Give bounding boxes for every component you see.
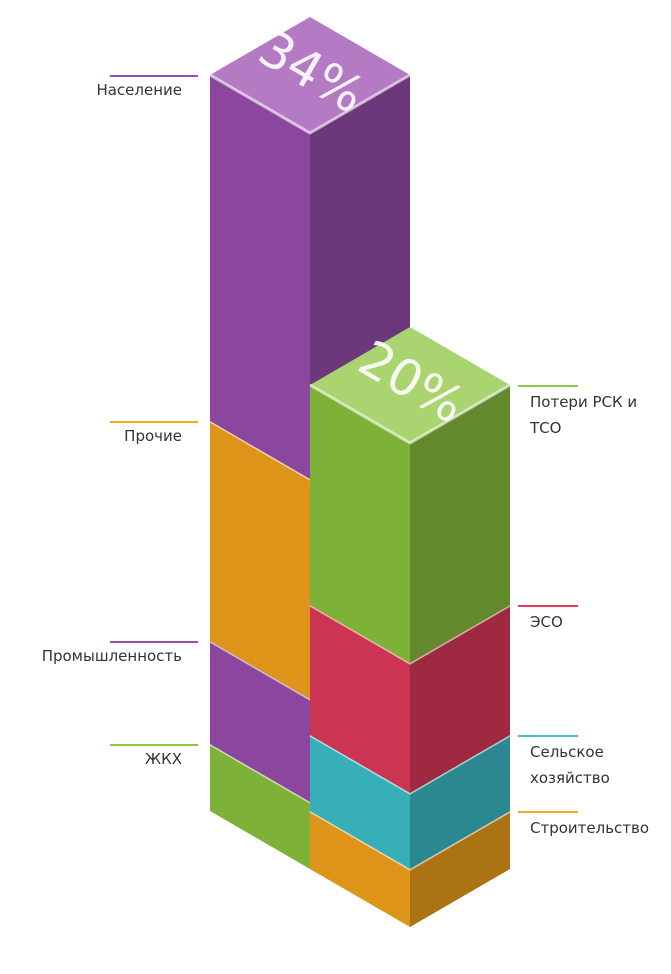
label-rule [110, 641, 198, 643]
label-rule [518, 605, 578, 607]
top-edge [309, 383, 511, 445]
category-label: Потери РСК и ТСО [530, 393, 638, 437]
left-face-shade [310, 385, 410, 663]
left-face-shade [310, 605, 410, 793]
right-face-shade [410, 735, 510, 869]
category-label: Промышленность [41, 647, 182, 665]
label-rule [110, 744, 198, 746]
left-face-shade [310, 811, 410, 927]
right-face-shade [410, 811, 510, 927]
left-face-shade [210, 421, 310, 699]
left-face-shade [210, 641, 310, 802]
left-face [210, 75, 310, 479]
left-face [210, 421, 310, 699]
right-face [410, 735, 510, 869]
left-face [210, 641, 310, 802]
left-face-shade [210, 744, 310, 869]
right-face-shade [410, 605, 510, 793]
left-face-shade [310, 735, 410, 869]
top-edge [209, 73, 411, 135]
category-label: ЖКХ [144, 750, 182, 768]
left-face-shade [210, 75, 310, 479]
right-face-shade [410, 385, 510, 663]
left-face [310, 605, 410, 793]
right-face [410, 605, 510, 793]
label-rule [518, 811, 578, 813]
label-rule [110, 75, 198, 77]
label-rule [518, 735, 578, 737]
category-label: Строительство [530, 819, 650, 837]
right-face [410, 811, 510, 927]
category-label: Прочие [124, 427, 182, 445]
right-face [410, 385, 510, 663]
left-face [310, 385, 410, 663]
left-face [310, 735, 410, 869]
block: 20% [309, 327, 511, 663]
category-label: Население [96, 81, 182, 99]
category-label: Сельское хозяйство [530, 743, 610, 787]
left-face [310, 811, 410, 927]
category-label: ЭСО [530, 613, 563, 631]
left-face [210, 744, 310, 869]
label-rule [518, 385, 578, 387]
label-rule [110, 421, 198, 423]
